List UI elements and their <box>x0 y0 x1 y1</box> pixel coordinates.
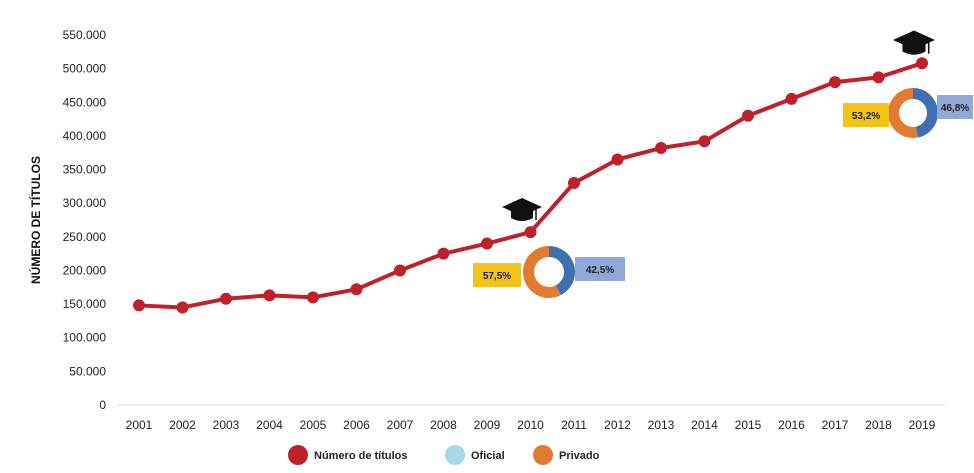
x-tick-label: 2006 <box>343 418 370 432</box>
x-tick-label: 2003 <box>213 418 240 432</box>
data-point <box>916 57 928 70</box>
y-tick-label: 350.000 <box>63 163 107 177</box>
x-tick-label: 2007 <box>387 418 414 432</box>
data-point <box>481 237 493 250</box>
data-point <box>742 109 754 122</box>
y-tick-label: 400.000 <box>63 129 107 143</box>
line-layer <box>133 57 928 314</box>
donut-slice-privado <box>887 88 918 139</box>
legend-item: Oficial <box>445 445 505 465</box>
y-tick-label: 200.000 <box>63 263 107 277</box>
x-tick-label: 2017 <box>822 418 849 432</box>
donut-annotation-2010: 57,5% 42,5% <box>473 198 625 298</box>
x-tick-label: 2018 <box>865 418 892 432</box>
legend-label: Número de títulos <box>314 450 408 462</box>
y-tick-label: 150.000 <box>63 297 107 311</box>
x-tick-label: 2005 <box>300 418 327 432</box>
y-tick-label: 50.000 <box>69 364 106 378</box>
y-tick-label: 500.000 <box>63 62 107 76</box>
data-point <box>524 226 537 239</box>
donut-slice-oficial <box>549 246 575 296</box>
legend-label: Oficial <box>471 450 505 462</box>
y-tick-label: 100.000 <box>63 331 107 345</box>
x-tick-label: 2016 <box>778 418 805 432</box>
legend-swatch <box>533 445 553 465</box>
y-tick-label: 300.000 <box>63 196 107 210</box>
y-tick-label: 0 <box>99 398 106 412</box>
legend-item: Número de títulos <box>288 445 408 465</box>
data-point <box>698 135 711 148</box>
legend-label: Privado <box>559 450 600 462</box>
donut-annotation-2019: 53,2% 46,8% <box>843 30 973 139</box>
data-point <box>394 264 406 277</box>
data-point <box>263 289 276 302</box>
legend-swatch <box>445 445 465 465</box>
x-tick-label: 2001 <box>126 418 153 432</box>
data-point <box>829 76 841 89</box>
x-tick-label: 2008 <box>430 418 457 432</box>
data-point <box>872 71 885 84</box>
privado-label-box <box>843 103 889 127</box>
x-tick-label: 2015 <box>735 418 762 432</box>
x-tick-label: 2019 <box>909 418 936 432</box>
x-tick-label: 2011 <box>561 418 587 432</box>
graduation-cap-icon <box>502 198 542 221</box>
x-tick-label: 2002 <box>169 418 196 432</box>
data-point <box>655 142 667 155</box>
data-point <box>307 291 319 304</box>
x-tick-label: 2013 <box>648 418 675 432</box>
cap-base <box>902 43 926 55</box>
oficial-label: 42,5% <box>586 265 614 276</box>
oficial-label: 46,8% <box>941 103 969 114</box>
y-tick-label: 250.000 <box>63 230 107 244</box>
data-point <box>785 92 798 105</box>
y-axis-label: NÚMERO DE TÍTULOS <box>28 156 43 284</box>
privado-label-box <box>473 263 521 287</box>
y-tick-label: 550.000 <box>63 28 107 42</box>
x-tick-label: 2004 <box>256 418 283 432</box>
data-point <box>176 301 189 314</box>
donut-slice-privado <box>523 246 561 298</box>
legend-layer: Número de títulos Oficial Privado <box>288 445 600 465</box>
data-point <box>437 247 450 260</box>
axis-layer: 0 50.000 100.000 150.000 200.000 250.000 300.0… <box>28 28 945 432</box>
data-point <box>133 299 145 312</box>
x-tick-label: 2014 <box>691 418 718 432</box>
x-tick-label: 2009 <box>474 418 501 432</box>
legend-item: Privado <box>533 445 600 465</box>
data-point <box>220 292 232 305</box>
privado-label: 57,5% <box>483 271 511 282</box>
cap-base <box>511 210 533 221</box>
legend-swatch <box>288 445 308 465</box>
y-tick-label: 450.000 <box>63 95 107 109</box>
privado-label: 53,2% <box>852 111 880 122</box>
data-point <box>611 153 624 166</box>
x-tick-label: 2012 <box>604 418 631 432</box>
data-point <box>350 283 363 296</box>
annotation-layer: 57,5% 42,5% 53,2% 46,8% <box>473 30 973 298</box>
graduation-cap-icon <box>893 30 935 55</box>
oficial-label-box <box>575 257 625 281</box>
donut-slice-oficial <box>913 88 938 138</box>
oficial-label-box <box>937 95 973 119</box>
x-tick-label: 2010 <box>517 418 544 432</box>
cap-board <box>893 30 935 50</box>
data-point <box>568 177 580 189</box>
